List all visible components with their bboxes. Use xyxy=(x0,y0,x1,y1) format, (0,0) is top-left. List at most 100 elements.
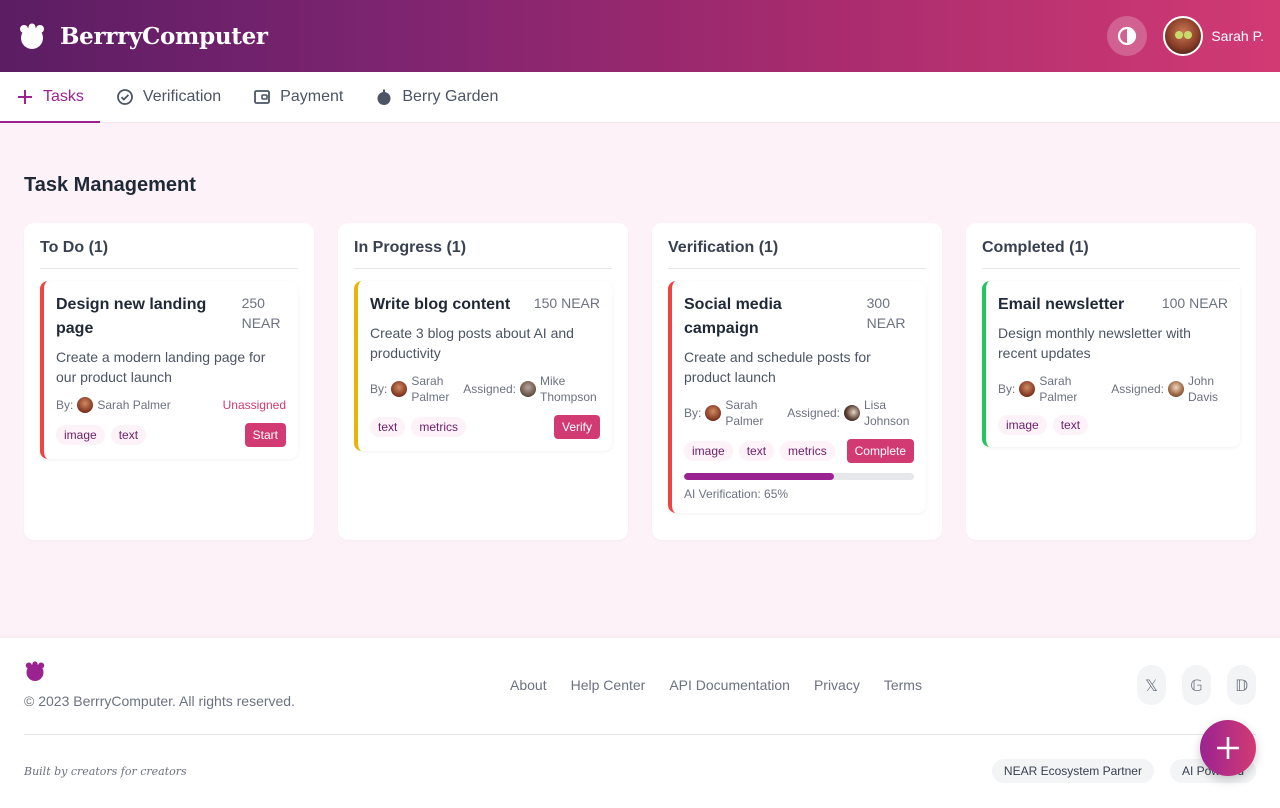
app-header: BerrryComputer Sarah P. xyxy=(0,0,1280,72)
task-card[interactable]: Email newsletter 100 NEAR Design monthly… xyxy=(982,281,1240,447)
footer-link-help-center[interactable]: Help Center xyxy=(570,677,646,693)
github-icon[interactable]: 𝔾 xyxy=(1182,665,1211,705)
add-task-fab[interactable] xyxy=(1200,720,1256,776)
tag: metrics xyxy=(780,441,835,461)
task-title: Write blog content xyxy=(370,296,511,313)
footer-link-about[interactable]: About xyxy=(510,677,547,693)
footer-links: About Help Center API Documentation Priv… xyxy=(510,677,922,693)
creator-name: Sarah Palmer xyxy=(411,374,450,404)
column-title: To Do (1) xyxy=(40,239,298,269)
discord-icon[interactable]: 𝔻 xyxy=(1227,665,1256,705)
complete-button[interactable]: Complete xyxy=(846,439,914,463)
assignee-name: Mike Thompson xyxy=(540,374,597,404)
task-price: 150 NEAR xyxy=(533,295,600,311)
theme-toggle-button[interactable] xyxy=(1107,16,1148,56)
task-price: 250 NEAR xyxy=(241,295,281,331)
berry-logo-icon xyxy=(25,661,45,681)
x-twitter-icon[interactable]: 𝕏 xyxy=(1137,665,1166,705)
assignee-name: Lisa Johnson xyxy=(864,398,910,428)
social-links: 𝕏 𝔾 𝔻 xyxy=(1137,665,1256,705)
task-creator: By: Sarah Palmer xyxy=(56,397,171,413)
task-title: Email newsletter xyxy=(998,296,1125,313)
tab-tasks[interactable]: Tasks xyxy=(0,72,100,123)
tab-label: Berry Garden xyxy=(402,88,499,105)
column-verification: Verification (1) Social media campaign 3… xyxy=(652,223,942,540)
verify-button[interactable]: Verify xyxy=(553,415,600,439)
near-partner-badge: NEAR Ecosystem Partner xyxy=(991,759,1154,783)
tag: metrics xyxy=(411,417,467,437)
tab-payment[interactable]: Payment xyxy=(237,72,359,122)
brand[interactable]: BerrryComputer xyxy=(18,22,268,50)
footer-link-privacy[interactable]: Privacy xyxy=(813,677,860,693)
check-circle-icon xyxy=(117,89,133,105)
tag: text xyxy=(370,417,406,437)
progress-fill xyxy=(684,473,834,480)
task-price: 100 NEAR xyxy=(1161,295,1228,311)
column-completed: Completed (1) Email newsletter 100 NEAR … xyxy=(966,223,1256,540)
task-description: Design monthly newsletter with recent up… xyxy=(998,325,1191,361)
tag: image xyxy=(56,425,105,445)
tag: text xyxy=(738,441,775,461)
creator-avatar xyxy=(705,405,722,421)
tag: text xyxy=(1052,415,1089,435)
copyright: © 2023 BerrryComputer. All rights reserv… xyxy=(24,693,295,709)
assignee-status: Unassigned xyxy=(222,398,286,412)
column-title: Verification (1) xyxy=(668,239,926,269)
assigned-label: Assigned: xyxy=(787,406,840,420)
by-label: By: xyxy=(684,406,702,420)
task-price: 300 NEAR xyxy=(866,295,906,331)
task-card[interactable]: Write blog content 150 NEAR Create 3 blo… xyxy=(354,281,612,451)
task-card[interactable]: Social media campaign 300 NEAR Create an… xyxy=(668,281,926,513)
tagline: Built by creators for creators xyxy=(24,764,187,778)
footer-link-api-docs[interactable]: API Documentation xyxy=(669,677,790,693)
tab-verification[interactable]: Verification xyxy=(100,72,237,122)
task-assignee: Assigned: John Davis xyxy=(1111,373,1228,405)
main-content: Task Management To Do (1) Design new lan… xyxy=(0,173,1280,540)
tab-berry-garden[interactable]: Berry Garden xyxy=(359,72,514,122)
kanban-board: To Do (1) Design new landing page 250 NE… xyxy=(24,223,1256,540)
task-creator: By: Sarah Palmer xyxy=(370,373,451,405)
plus-icon xyxy=(18,90,32,104)
task-title: Social media campaign xyxy=(684,296,782,337)
task-description: Create 3 blog posts about AI and product… xyxy=(370,325,574,361)
assignee-name: John Davis xyxy=(1188,374,1219,404)
creator-name: Sarah Palmer xyxy=(1039,374,1078,404)
creator-avatar xyxy=(77,397,94,413)
task-creator: By: Sarah Palmer xyxy=(684,397,765,429)
user-avatar xyxy=(1163,16,1204,56)
verification-progress-bar xyxy=(684,473,914,480)
contrast-icon xyxy=(1118,26,1137,46)
task-description: Create a modern landing page for our pro… xyxy=(56,349,266,385)
task-title: Design new landing page xyxy=(56,296,207,337)
column-title: In Progress (1) xyxy=(354,239,612,269)
tab-label: Tasks xyxy=(43,88,84,105)
progress-label: AI Verification: 65% xyxy=(684,487,789,501)
task-creator: By: Sarah Palmer xyxy=(998,373,1079,405)
wallet-icon xyxy=(254,90,271,104)
footer-link-terms[interactable]: Terms xyxy=(883,677,922,693)
footer: © 2023 BerrryComputer. All rights reserv… xyxy=(0,638,1280,808)
task-card[interactable]: Design new landing page 250 NEAR Create … xyxy=(40,281,298,459)
start-button[interactable]: Start xyxy=(244,423,286,447)
creator-avatar xyxy=(1019,381,1036,397)
creator-avatar xyxy=(391,381,408,397)
berry-icon xyxy=(377,89,391,105)
by-label: By: xyxy=(370,382,388,396)
berry-logo-icon xyxy=(20,23,44,49)
main-nav: Tasks Verification Payment Berry Garden xyxy=(0,72,1280,123)
task-assignee: Assigned: Lisa Johnson xyxy=(787,397,914,429)
tab-label: Payment xyxy=(280,88,344,105)
assignee-avatar xyxy=(1168,381,1184,397)
user-name: Sarah P. xyxy=(1211,28,1264,44)
brand-name: BerrryComputer xyxy=(60,22,268,50)
assigned-label: Assigned: xyxy=(1111,382,1164,396)
task-description: Create and schedule posts for product la… xyxy=(684,349,871,385)
tag: text xyxy=(110,425,147,445)
tag: image xyxy=(684,441,733,461)
user-menu[interactable]: Sarah P. xyxy=(1163,16,1264,56)
column-title: Completed (1) xyxy=(982,239,1240,269)
page-title: Task Management xyxy=(24,174,196,196)
column-todo: To Do (1) Design new landing page 250 NE… xyxy=(24,223,314,540)
assignee-avatar xyxy=(844,405,860,421)
task-assignee: Assigned: Mike Thompson xyxy=(463,373,600,405)
